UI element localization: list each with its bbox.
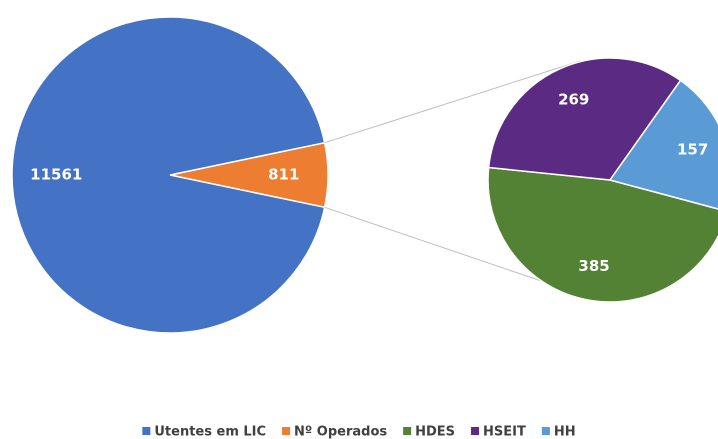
legend-label: HH xyxy=(554,425,576,439)
data-label: 157 xyxy=(677,141,708,159)
legend-swatch xyxy=(403,427,412,435)
legend-swatch xyxy=(541,427,550,435)
legend-label: Nº Operados xyxy=(294,425,387,439)
data-label: 269 xyxy=(558,91,589,109)
connector xyxy=(324,206,557,287)
legend-label: HSEIT xyxy=(483,425,526,439)
slice xyxy=(11,16,326,334)
legend-swatch xyxy=(471,427,480,435)
legend-swatch xyxy=(142,427,151,435)
slice xyxy=(487,166,718,303)
data-label: 811 xyxy=(268,166,299,184)
legend-label: Utentes em LIC xyxy=(154,425,266,439)
legend-label: HDES xyxy=(415,425,455,439)
data-label: 11561 xyxy=(30,166,82,184)
legend-swatch xyxy=(282,427,291,435)
connector xyxy=(324,60,581,144)
slice xyxy=(608,79,718,210)
slice xyxy=(487,57,682,181)
data-label: 385 xyxy=(578,257,609,275)
